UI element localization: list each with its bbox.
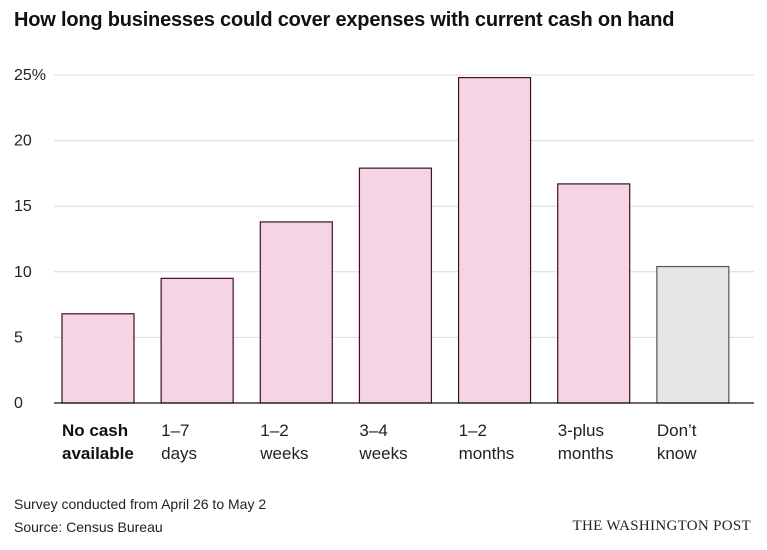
- x-tick-label: weeks: [259, 444, 308, 463]
- x-axis-labels: No cash available 1–7 days 1–2 weeks 3–4 weeks 1…: [62, 421, 697, 463]
- x-tick-label: days: [161, 444, 197, 463]
- survey-note: Survey conducted from April 26 to May 2: [14, 496, 267, 512]
- x-tick-label: 1–7: [161, 421, 189, 440]
- x-tick-label: Don’t: [657, 421, 697, 440]
- bar: [557, 183, 631, 404]
- y-tick-label: 5: [14, 329, 23, 346]
- x-tick-label: 1–2: [260, 421, 288, 440]
- y-axis-ticks: 0 5 10 15 20 25%: [14, 67, 46, 412]
- x-tick-label: available: [62, 444, 134, 463]
- bar-chart: 0 5 10 15 20 25% No cash available 1–7 days 1–2 we…: [14, 67, 754, 463]
- x-tick-label: weeks: [358, 444, 407, 463]
- source-note: Source: Census Bureau: [14, 519, 163, 535]
- y-tick-label: 25%: [14, 67, 46, 84]
- x-tick-label: months: [558, 444, 614, 463]
- x-tick-label: 1–2: [459, 421, 487, 440]
- x-tick-label: No cash: [62, 421, 128, 440]
- x-tick-label: months: [459, 444, 515, 463]
- bar: [61, 313, 135, 404]
- bar: [656, 265, 730, 404]
- bars: [61, 77, 730, 404]
- bar: [457, 77, 532, 404]
- bar: [358, 167, 433, 404]
- bar: [160, 277, 234, 404]
- y-tick-label: 15: [14, 198, 32, 215]
- x-tick-label: know: [657, 444, 697, 463]
- y-tick-label: 20: [14, 133, 32, 150]
- y-tick-label: 10: [14, 264, 32, 281]
- publisher-credit: THE WASHINGTON POST: [572, 518, 751, 534]
- y-tick-label: 0: [14, 395, 23, 412]
- x-tick-label: 3–4: [359, 421, 387, 440]
- x-tick-label: 3-plus: [558, 421, 604, 440]
- chart-title: How long businesses could cover expenses…: [14, 9, 675, 31]
- bar: [259, 221, 333, 404]
